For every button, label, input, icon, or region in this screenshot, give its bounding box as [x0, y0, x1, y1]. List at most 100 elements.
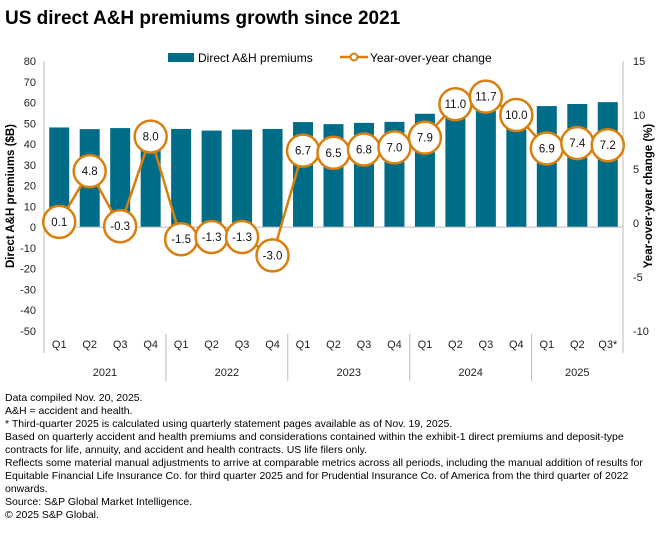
x-tick-label: Q2	[326, 339, 341, 351]
y2-tick-label: 0	[633, 218, 639, 230]
bar	[232, 129, 253, 228]
yoy-marker	[590, 127, 626, 163]
x-tick-label: Q3*	[598, 339, 618, 351]
y-tick-label: -10	[20, 243, 36, 255]
y-tick-label: -20	[20, 264, 36, 276]
bar	[171, 128, 192, 228]
bar	[262, 128, 283, 228]
footnotes: Data compiled Nov. 20, 2025. A&H = accid…	[5, 392, 655, 522]
x-tick-label: Q4	[265, 339, 280, 351]
y-tick-label: -50	[20, 326, 36, 338]
chart-title: US direct A&H premiums growth since 2021	[5, 8, 401, 29]
yoy-marker	[377, 130, 412, 165]
yoy-data-label: 7.0	[386, 142, 402, 154]
note: Data compiled Nov. 20, 2025.	[5, 392, 143, 404]
x-tick-label: Q1	[52, 339, 67, 351]
note: * Third-quarter 2025 is calculated using…	[5, 418, 453, 430]
note: Reflects some material manual adjustment…	[5, 457, 643, 495]
year-label: 2022	[215, 367, 239, 379]
yoy-data-label: -1.5	[171, 234, 191, 246]
yoy-marker	[102, 208, 138, 244]
legend-line-label: Year-over-year change	[370, 51, 492, 65]
x-tick-label: Q3	[357, 339, 372, 351]
yoy-data-label: 11.7	[475, 92, 497, 104]
y-tick-label: 0	[30, 222, 36, 234]
y-axis-title: Direct A&H premiums ($B)	[5, 124, 17, 268]
bar	[49, 127, 70, 228]
x-tick-label: Q3	[479, 339, 494, 351]
yoy-data-label: 7.4	[569, 138, 586, 150]
yoy-data-label: 6.5	[326, 148, 342, 160]
yoy-data-label: 0.1	[51, 217, 67, 229]
bar	[445, 108, 466, 228]
legend-line-marker	[349, 52, 359, 62]
yoy-data-label: -3.0	[263, 250, 283, 262]
year-label: 2024	[458, 367, 482, 379]
bar	[475, 105, 496, 228]
y-tick-label: 80	[24, 56, 36, 68]
x-tick-label: Q2	[448, 339, 463, 351]
y-tick-label: 40	[24, 139, 36, 151]
x-tick-label: Q2	[204, 339, 219, 351]
yoy-data-label: 10.0	[505, 110, 527, 122]
y-tick-label: -30	[20, 284, 36, 296]
y2-tick-label: 15	[633, 56, 645, 68]
yoy-data-label: 6.9	[539, 143, 555, 155]
y2-tick-label: -5	[633, 272, 643, 284]
year-label: 2025	[565, 367, 589, 379]
bar	[110, 128, 131, 228]
y-tick-label: 20	[24, 181, 36, 193]
legend-bar-swatch	[168, 53, 194, 62]
y-tick-label: 60	[24, 98, 36, 110]
y2-tick-label: 5	[633, 164, 639, 176]
x-tick-label: Q4	[143, 339, 158, 351]
chart: 80706050403020100-10-20-30-40-50151050-5…	[5, 51, 655, 381]
x-tick-label: Q4	[387, 339, 402, 351]
y2-tick-label: 10	[633, 110, 645, 122]
bar	[201, 130, 222, 228]
y-tick-label: 70	[24, 77, 36, 89]
yoy-marker	[255, 238, 290, 273]
yoy-marker	[407, 120, 443, 155]
note: Based on quarterly accident and health p…	[5, 431, 624, 456]
yoy-data-label: -0.3	[110, 221, 130, 233]
y2-tick-label: -10	[633, 326, 649, 338]
yoy-data-label: 6.7	[295, 146, 311, 158]
yoy-marker	[499, 97, 534, 133]
yoy-data-label: 7.9	[417, 133, 433, 145]
yoy-data-label: 7.2	[600, 140, 616, 152]
y-tick-label: 30	[24, 160, 36, 172]
x-tick-label: Q3	[113, 339, 128, 351]
y-tick-label: -40	[20, 305, 36, 317]
legend-bar-label: Direct A&H premiums	[198, 51, 313, 65]
y2-axis-title: Year-over-year change (%)	[643, 124, 655, 269]
note: A&H = accident and health.	[5, 405, 133, 417]
note: © 2025 S&P Global.	[5, 509, 99, 521]
yoy-data-label: 4.8	[82, 166, 98, 178]
x-tick-label: Q3	[235, 339, 250, 351]
x-tick-label: Q2	[570, 339, 585, 351]
yoy-marker	[224, 219, 260, 255]
year-label: 2023	[336, 367, 360, 379]
yoy-data-label: -1.3	[202, 232, 222, 244]
bar	[536, 106, 557, 228]
y-tick-label: 50	[24, 118, 36, 130]
bar	[597, 102, 618, 228]
yoy-marker	[41, 204, 77, 240]
year-label: 2021	[93, 367, 117, 379]
note: Source: S&P Global Market Intelligence.	[5, 496, 193, 508]
yoy-marker	[72, 153, 107, 189]
yoy-data-label: 11.0	[445, 99, 467, 111]
x-tick-label: Q2	[82, 339, 97, 351]
yoy-data-label: 8.0	[143, 132, 159, 144]
yoy-data-label: 6.8	[356, 145, 372, 157]
yoy-marker	[133, 119, 168, 154]
bar	[506, 110, 527, 228]
x-tick-label: Q1	[296, 339, 311, 351]
y-tick-label: 10	[24, 201, 36, 213]
x-tick-label: Q1	[418, 339, 433, 351]
yoy-data-label: -1.3	[232, 232, 252, 244]
x-tick-label: Q4	[509, 339, 524, 351]
bar	[567, 103, 588, 228]
